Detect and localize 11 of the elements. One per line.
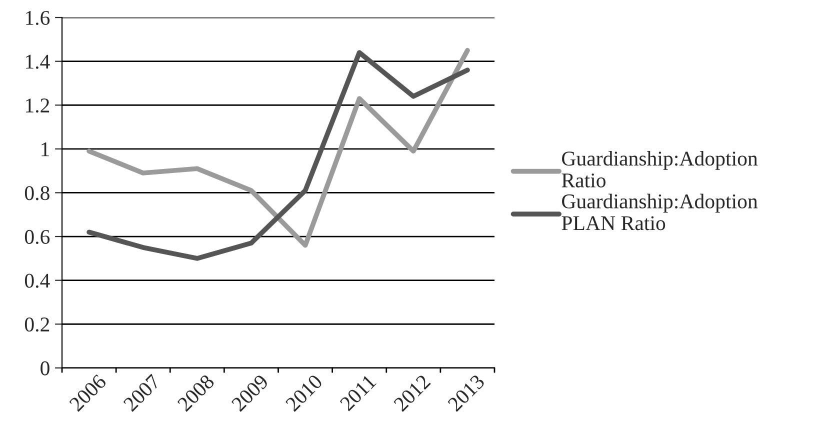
y-tick-label: 1.2 — [26, 98, 50, 113]
y-tick-label: 0 — [40, 361, 50, 376]
y-tick-label: 0.2 — [24, 317, 50, 332]
legend-label: Guardianship:Adoption PLAN Ratio — [562, 194, 758, 230]
legend-label: Guardianship:Adoption Ratio — [562, 151, 758, 188]
y-tick-label: 1.6 — [26, 10, 50, 26]
y-tick-label: 0.8 — [24, 186, 50, 200]
y-tick-label: 0.4 — [24, 274, 50, 288]
y-tick-label: 0.6 — [24, 230, 50, 244]
y-tick-label: 1 — [42, 142, 49, 156]
y-tick-label: 1.4 — [26, 54, 50, 69]
